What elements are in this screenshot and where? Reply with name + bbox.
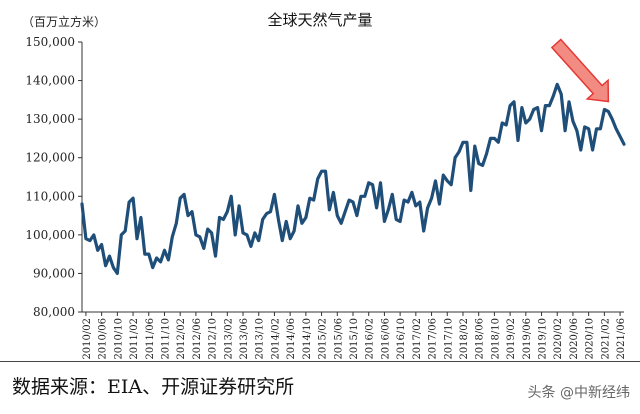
x-tick-label: 2011/10 bbox=[160, 318, 171, 360]
x-tick-label: 2012/06 bbox=[192, 318, 203, 360]
x-tick-label: 2017/06 bbox=[428, 318, 439, 360]
x-tick-label: 2013/02 bbox=[223, 318, 234, 360]
x-tick-label: 2019/02 bbox=[506, 318, 517, 360]
x-tick-label: 2014/06 bbox=[286, 318, 297, 360]
x-tick-label: 2020/02 bbox=[553, 318, 564, 360]
x-tick-label: 2017/10 bbox=[443, 318, 454, 360]
x-tick-label: 2012/02 bbox=[176, 318, 187, 360]
annotation-arrow bbox=[550, 38, 610, 103]
annotation-arrow-shape bbox=[550, 38, 610, 103]
y-tick-label: 130,000 bbox=[25, 112, 75, 126]
x-tick-label: 2013/10 bbox=[255, 318, 266, 360]
x-tick-label: 2018/10 bbox=[490, 318, 501, 360]
y-tick-label: 150,000 bbox=[25, 35, 75, 49]
x-tick-label: 2021/06 bbox=[616, 318, 627, 360]
x-tick-label: 2020/06 bbox=[569, 318, 580, 360]
x-tick-label: 2018/06 bbox=[475, 318, 486, 360]
x-tick-label: 2015/10 bbox=[349, 318, 360, 360]
y-tick-label: 110,000 bbox=[25, 189, 75, 203]
x-tick-label: 2015/02 bbox=[318, 318, 329, 360]
x-tick-label: 2015/06 bbox=[333, 318, 344, 360]
y-tick-label: 80,000 bbox=[33, 305, 75, 319]
x-tick-label: 2010/06 bbox=[98, 318, 109, 360]
y-tick-label: 140,000 bbox=[25, 74, 75, 88]
source-note: 数据来源：EIA、开源证券研究所 bbox=[12, 376, 295, 398]
x-tick-label: 2019/06 bbox=[522, 318, 533, 360]
y-tick-label: 120,000 bbox=[25, 151, 75, 165]
y-tick-label: 90,000 bbox=[33, 266, 75, 280]
chart-title: 全球天然气产量 bbox=[267, 11, 373, 29]
x-tick-label: 2011/02 bbox=[129, 318, 140, 360]
x-tick-label: 2011/06 bbox=[145, 318, 156, 360]
x-tick-label: 2012/10 bbox=[208, 318, 219, 360]
x-tick-label: 2010/10 bbox=[113, 318, 124, 360]
x-tick-label: 2021/02 bbox=[600, 318, 611, 360]
x-tick-label: 2016/06 bbox=[380, 318, 391, 360]
series-line bbox=[80, 82, 626, 275]
y-axis-unit-label: （百万立方米） bbox=[22, 15, 107, 29]
y-tick-label: 100,000 bbox=[25, 228, 75, 242]
x-tick-label: 2016/02 bbox=[365, 318, 376, 360]
x-tick-label: 2013/06 bbox=[239, 318, 250, 360]
x-tick-label: 2018/02 bbox=[459, 318, 470, 360]
x-tick-label: 2014/10 bbox=[302, 318, 313, 360]
source-divider bbox=[0, 361, 640, 362]
x-tick-label: 2010/02 bbox=[82, 318, 93, 360]
watermark: 头条 @中新经纬 bbox=[527, 385, 630, 401]
x-tick-label: 2014/02 bbox=[270, 318, 281, 360]
x-tick-label: 2017/02 bbox=[412, 318, 423, 360]
x-tick-label: 2020/10 bbox=[585, 318, 596, 360]
x-tick-label: 2016/10 bbox=[396, 318, 407, 360]
x-tick-label: 2019/10 bbox=[538, 318, 549, 360]
